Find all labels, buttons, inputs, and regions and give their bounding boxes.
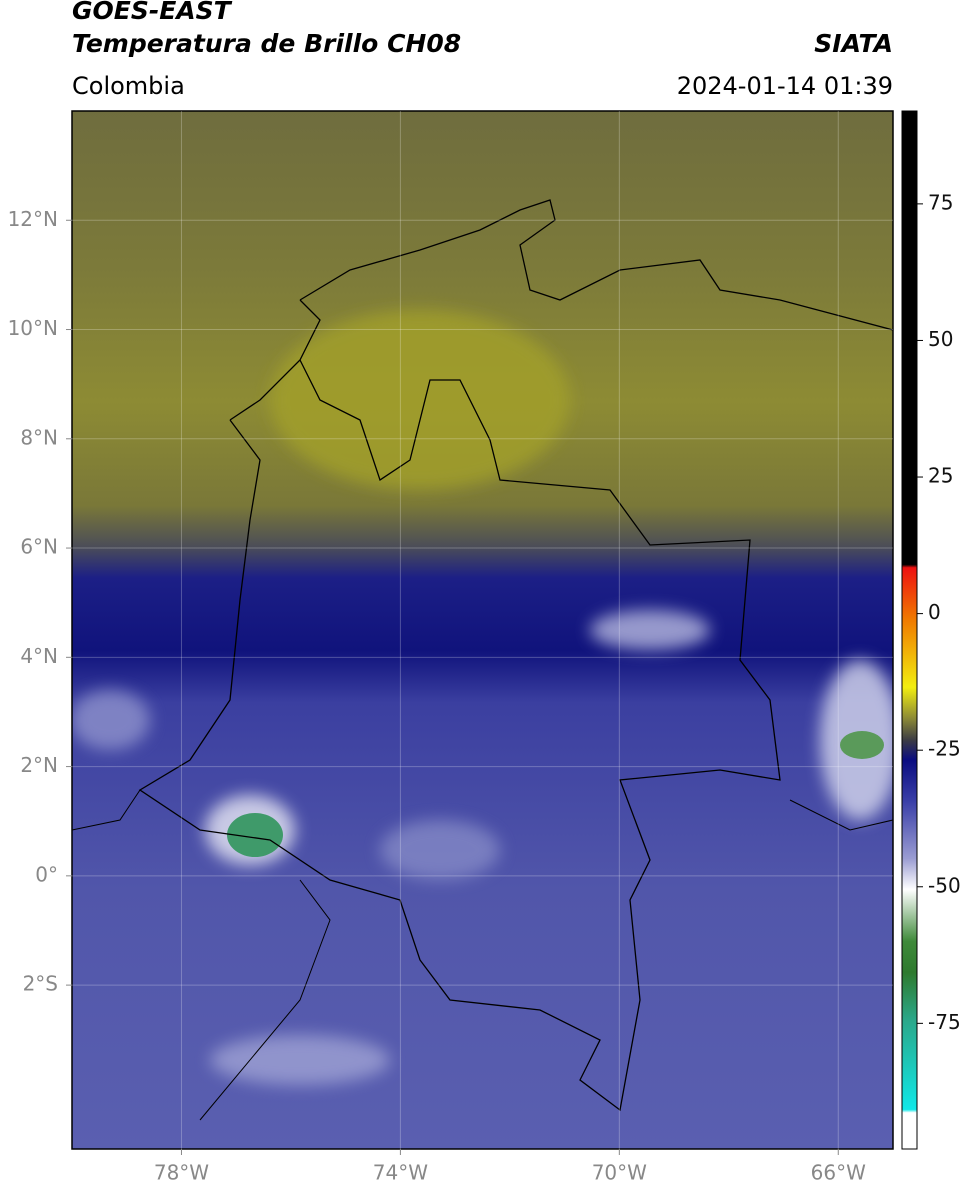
colorbar-tick-label: 75 <box>928 190 953 214</box>
colorbar-tick-label: 25 <box>928 464 953 488</box>
colorbar-tick-label: 0 <box>928 600 941 624</box>
y-tick-label: 12°N <box>8 207 58 231</box>
region: Colombia <box>72 72 185 100</box>
y-tick-label: 8°N <box>20 425 58 449</box>
x-tick-label: 74°W <box>373 1161 428 1185</box>
colorbar-tick-label: -25 <box>928 737 961 761</box>
product: GOES-EAST <box>72 0 233 25</box>
y-tick-label: 6°N <box>20 535 58 559</box>
y-tick-label: 2°S <box>23 972 58 996</box>
y-tick-label: 4°N <box>20 644 58 668</box>
y-tick-label: 2°N <box>20 753 58 777</box>
y-tick-label: 0° <box>35 862 58 886</box>
map-frame <box>71 110 894 1150</box>
x-tick-label: 66°W <box>811 1161 866 1185</box>
datetime: 2024-01-14 01:39 <box>677 72 893 100</box>
x-tick-label: 70°W <box>592 1161 647 1185</box>
colorbar-tick-label: -75 <box>928 1010 961 1034</box>
satellite-image <box>72 111 893 1149</box>
colorbar <box>901 110 918 1150</box>
source: SIATA <box>814 29 893 58</box>
colorbar-tick-label: -50 <box>928 873 961 897</box>
y-tick-label: 10°N <box>8 316 58 340</box>
colorbar-tick-label: 50 <box>928 327 953 351</box>
title: Temperatura de Brillo CH08 <box>72 29 461 58</box>
x-tick-label: 78°W <box>154 1161 209 1185</box>
